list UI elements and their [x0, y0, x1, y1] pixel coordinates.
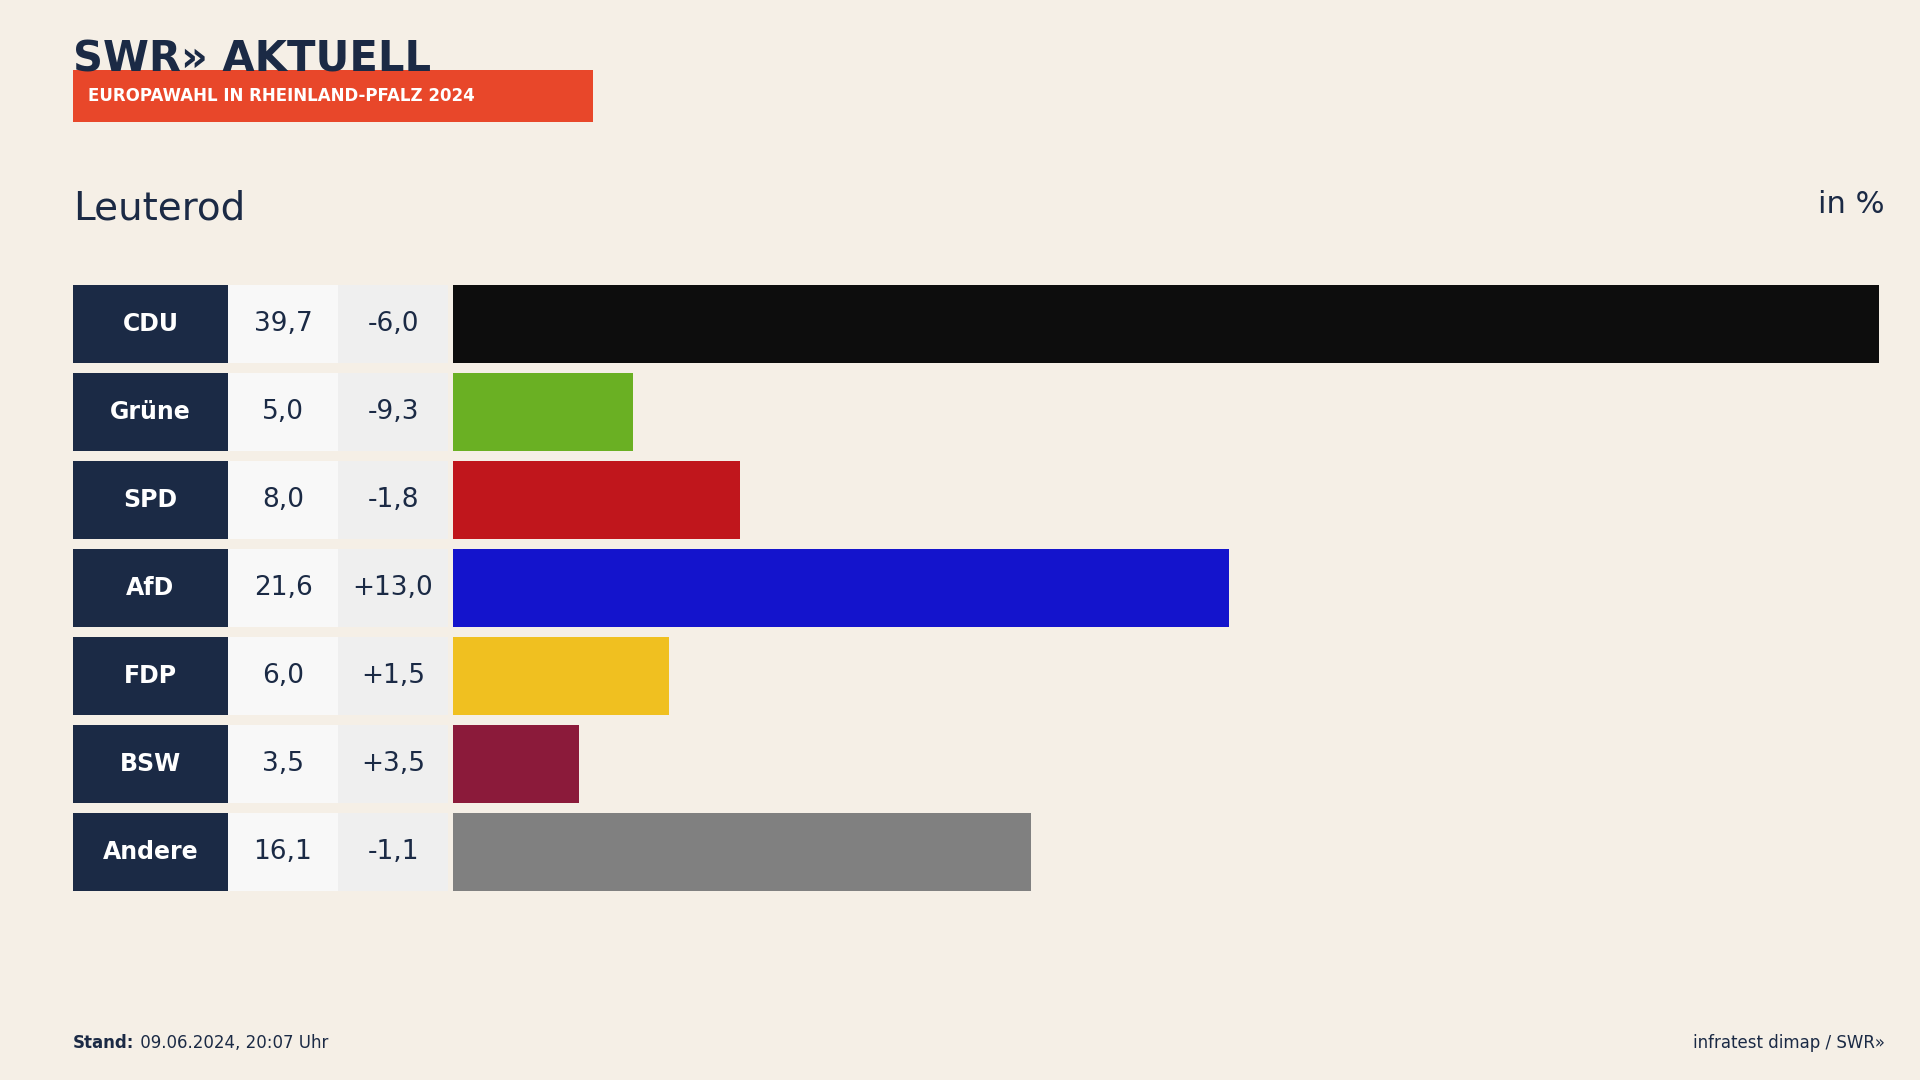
Text: SWR» AKTUELL: SWR» AKTUELL — [73, 38, 432, 80]
Bar — [73, 725, 228, 804]
Text: AfD: AfD — [127, 576, 175, 600]
Text: Stand:: Stand: — [73, 1034, 134, 1052]
Text: 8,0: 8,0 — [261, 487, 303, 513]
Text: 5,0: 5,0 — [261, 399, 303, 426]
Text: Andere: Andere — [102, 840, 198, 864]
Bar — [338, 285, 447, 363]
Bar — [338, 637, 447, 715]
Bar — [453, 813, 1031, 891]
Bar — [73, 373, 228, 451]
Bar — [228, 725, 338, 804]
Bar — [73, 637, 228, 715]
Text: Leuterod: Leuterod — [73, 190, 246, 228]
Text: -6,0: -6,0 — [367, 311, 419, 337]
Bar — [73, 285, 228, 363]
Text: BSW: BSW — [119, 752, 180, 777]
Bar — [453, 285, 1880, 363]
Text: 3,5: 3,5 — [261, 751, 303, 777]
Bar — [453, 637, 668, 715]
Text: EUROPAWAHL IN RHEINLAND-PFALZ 2024: EUROPAWAHL IN RHEINLAND-PFALZ 2024 — [88, 87, 474, 105]
Bar — [228, 813, 338, 891]
Text: SPD: SPD — [123, 488, 177, 512]
Text: +1,5: +1,5 — [361, 663, 424, 689]
Text: 16,1: 16,1 — [253, 839, 313, 865]
Bar — [338, 549, 447, 627]
Bar — [453, 373, 632, 451]
Bar — [228, 637, 338, 715]
Text: 39,7: 39,7 — [253, 311, 313, 337]
Bar — [338, 373, 447, 451]
Text: 6,0: 6,0 — [261, 663, 303, 689]
Bar — [338, 725, 447, 804]
Text: 09.06.2024, 20:07 Uhr: 09.06.2024, 20:07 Uhr — [134, 1034, 328, 1052]
Text: +3,5: +3,5 — [361, 751, 424, 777]
Text: -9,3: -9,3 — [367, 399, 419, 426]
Text: Grüne: Grüne — [109, 400, 190, 424]
Bar — [73, 813, 228, 891]
FancyBboxPatch shape — [73, 70, 593, 122]
Text: -1,8: -1,8 — [367, 487, 419, 513]
Text: -1,1: -1,1 — [367, 839, 419, 865]
Bar — [73, 461, 228, 539]
Text: FDP: FDP — [125, 664, 177, 688]
Bar — [453, 549, 1229, 627]
Bar — [338, 461, 447, 539]
Bar — [228, 461, 338, 539]
Bar — [73, 549, 228, 627]
Text: 21,6: 21,6 — [253, 575, 313, 600]
Text: CDU: CDU — [123, 312, 179, 336]
Text: infratest dimap / SWR»: infratest dimap / SWR» — [1693, 1034, 1885, 1052]
Bar — [228, 373, 338, 451]
Bar — [453, 461, 741, 539]
Bar — [228, 549, 338, 627]
Text: in %: in % — [1818, 190, 1885, 219]
Bar — [228, 285, 338, 363]
Bar — [453, 725, 578, 804]
Bar — [338, 813, 447, 891]
Text: +13,0: +13,0 — [353, 575, 434, 600]
